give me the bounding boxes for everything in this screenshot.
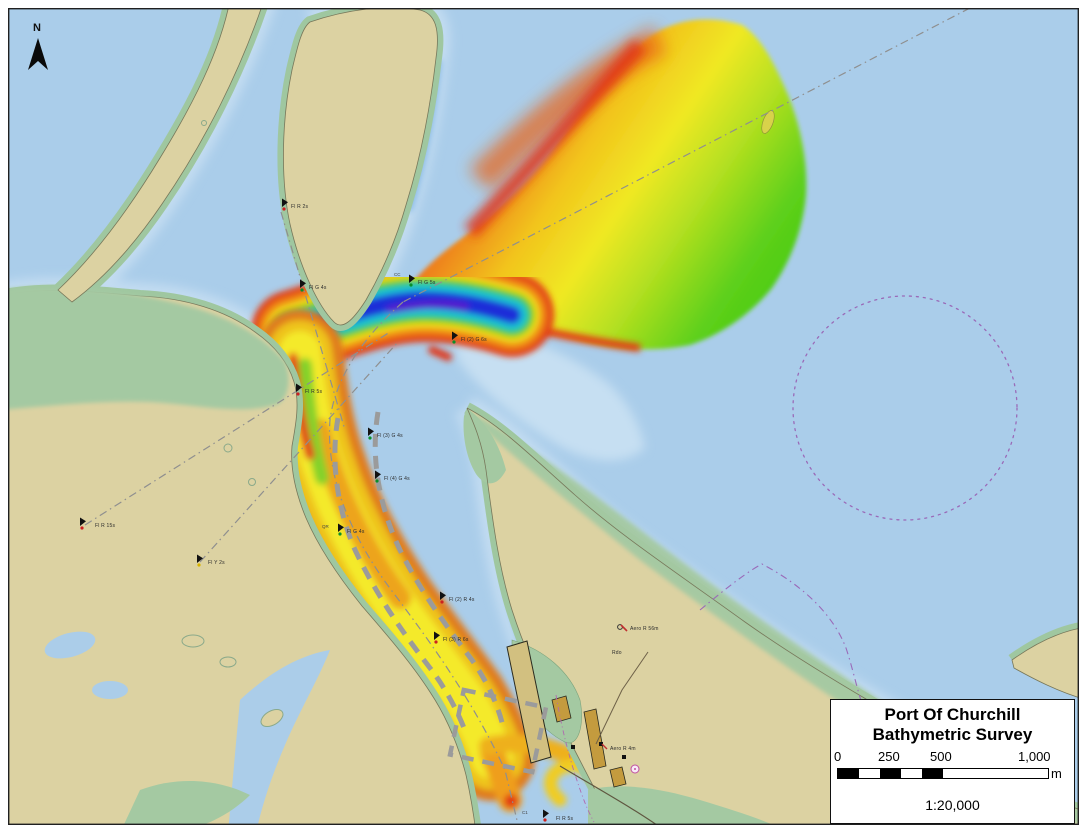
right-edge-flat: [1011, 626, 1087, 701]
beacon-symbol: [282, 198, 288, 211]
scale-unit: m: [1051, 766, 1062, 781]
beacon-symbol: [543, 809, 549, 822]
margin: [0, 0, 8, 833]
left-mainland-tidal-band: [0, 286, 289, 410]
right-peninsula-tidal-band: [470, 412, 1087, 826]
dredged-channel-boundary: [332, 411, 506, 729]
beacon-label: Fl (3) R 6s: [443, 637, 469, 643]
aero-tower-symbol: [617, 624, 628, 632]
beacon-label: Fl (3) G 4s: [377, 433, 403, 439]
beacons: Fl R 2s Fl G 4s Fl R 15s Fl Y 2s Fl R 5s…: [80, 198, 659, 822]
beacon-name-label: C1: [522, 810, 528, 815]
river-survey-strip: [257, 309, 648, 812]
margin: [1079, 0, 1087, 833]
beacon-symbol: [80, 517, 86, 530]
navigation-lines: [84, 7, 1018, 833]
beacon-symbol: [409, 274, 415, 287]
beacon-label: Fl (4) G 4s: [384, 476, 410, 482]
bottom-left-flat: [120, 780, 250, 833]
islets: [181, 120, 284, 728]
beacon-label: Fl G 4s: [309, 285, 327, 291]
beacon-label: Fl Y 2s: [208, 560, 225, 566]
map-border: [7, 7, 1080, 826]
creek: [228, 650, 330, 833]
map-title-line1: Port Of Churchill: [884, 705, 1021, 724]
beacon-symbol: [300, 279, 306, 292]
right-peninsula: [467, 408, 1087, 833]
inland-lake: [44, 631, 96, 659]
aero-tower-label: Aero R 56m: [630, 626, 659, 632]
title-block: Port Of Churchill Bathymetric Survey 0 2…: [830, 699, 1075, 824]
beacon-symbol: [434, 631, 440, 644]
building: [609, 766, 627, 788]
peninsula-tip-flat: [463, 408, 506, 484]
margin: [0, 0, 1087, 8]
scale-tick: 1,000: [1018, 749, 1051, 764]
scale-tick: 250: [878, 749, 900, 764]
beacon-name-label: QR: [322, 524, 330, 529]
beacon-symbol: [296, 383, 302, 396]
fan-red-edge: [464, 39, 646, 238]
north-arrow: N: [28, 22, 48, 70]
north-label: N: [33, 22, 41, 34]
beacon-label: Fl R 5s: [305, 389, 323, 395]
road-line: [595, 651, 649, 745]
small-structures: [571, 742, 626, 759]
aero-mast-symbol: [601, 743, 608, 750]
beacon-label: Fl G 5s: [418, 280, 436, 286]
inland-lake: [92, 681, 128, 699]
beacon-symbol: [452, 331, 458, 344]
top-island: [283, 7, 438, 326]
south-shore-flat: [588, 786, 790, 833]
scale-bar: 0 250 500 1,000 m: [831, 749, 1074, 795]
building: [551, 695, 572, 723]
map-title-line2: Bathymetric Survey: [872, 725, 1033, 744]
leading-lines: [84, 7, 971, 833]
beacon-symbol: [368, 427, 374, 440]
beacon-symbol: [440, 591, 446, 604]
anchorage-circle: [792, 295, 1018, 521]
beacon-label: Fl (2) R 4s: [449, 597, 475, 603]
pink-circle-symbol: [630, 764, 640, 774]
survey-fan: [403, 19, 807, 350]
radio-label: Rdo: [612, 650, 622, 656]
beacon-label: Fl R 2s: [291, 204, 309, 210]
beacon-name-label: CC: [394, 272, 401, 277]
beacon-label: Fl R 15s: [95, 523, 116, 529]
cable-area-line: [555, 694, 595, 823]
northwest-spit: [57, 0, 263, 303]
beacon-symbol: [375, 470, 381, 483]
scale-ratio: 1:20,000: [925, 797, 980, 813]
aero-mast-label: Aero R 4m: [610, 746, 636, 752]
scale-bar-segments: [837, 768, 1049, 779]
scale-tick: 0: [834, 749, 842, 764]
grain-elevator: [583, 708, 607, 770]
beacon-label: Fl R 5s: [556, 816, 574, 822]
scale-tick: 500: [930, 749, 952, 764]
limit-line: [699, 563, 867, 716]
margin: [0, 825, 1087, 833]
beacon-symbol: [338, 523, 344, 536]
north-arrow-icon: [28, 38, 48, 70]
beacon-symbol: [197, 554, 203, 567]
beacon-label: Fl G 4s: [347, 529, 365, 535]
turning-basin-boundary: [447, 687, 549, 775]
beacon-label: Fl (2) G 6s: [461, 337, 487, 343]
